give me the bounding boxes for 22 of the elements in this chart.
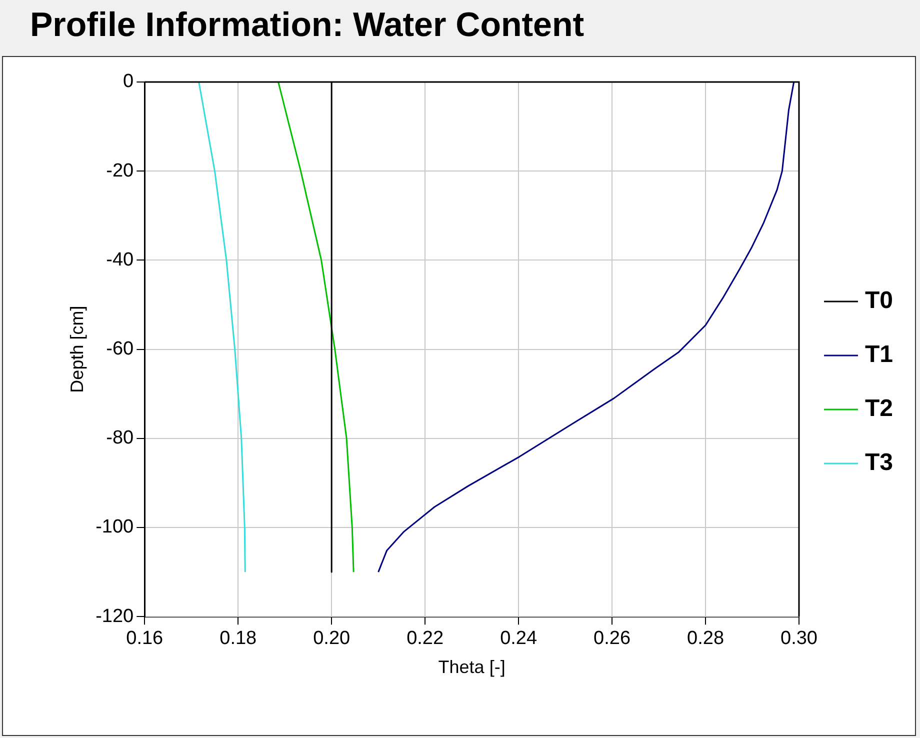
x-axis-title: Theta [-] (438, 657, 506, 678)
legend-label: T3 (864, 449, 894, 476)
legend-label: T2 (864, 395, 894, 422)
legend-label: T1 (864, 341, 894, 368)
chart-title: Profile Information: Water Content (30, 6, 584, 45)
x-tick-label: 0.18 (220, 628, 257, 650)
legend-label: T0 (864, 287, 894, 314)
y-tick-label: -100 (96, 516, 134, 538)
x-tick-label: 0.28 (687, 628, 724, 650)
x-tick-label: 0.26 (594, 628, 631, 650)
y-tick-label: -40 (106, 249, 134, 270)
x-tick-label: 0.30 (780, 628, 818, 650)
y-axis-title: Depth [cm] (66, 306, 87, 393)
y-tick-label: -60 (106, 338, 134, 360)
y-tick-label: -80 (106, 428, 134, 449)
x-tick-label: 0.16 (126, 628, 164, 650)
x-tick-label: 0.22 (406, 628, 444, 650)
x-tick-label: 0.24 (500, 628, 538, 650)
y-tick-label: -120 (96, 606, 134, 627)
y-tick-label: 0 (123, 71, 134, 92)
y-tick-label: -20 (106, 160, 134, 182)
x-tick-label: 0.20 (313, 628, 350, 650)
